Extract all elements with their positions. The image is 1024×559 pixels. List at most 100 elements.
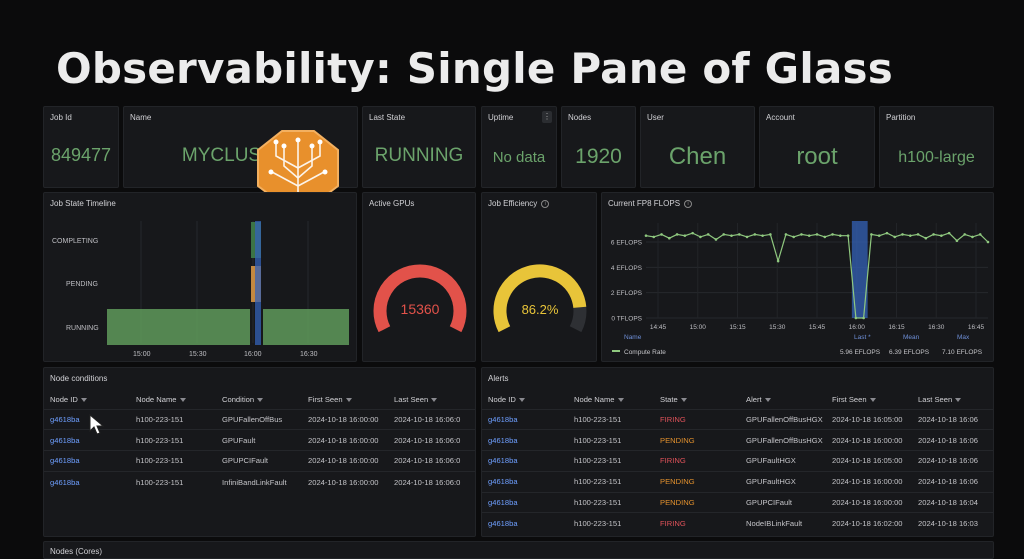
- table-row: g4618ba h100-223-151 GPUFallenOffBus 202…: [44, 408, 475, 430]
- data-point: [839, 234, 842, 237]
- node-id-link[interactable]: g4618ba: [482, 450, 568, 472]
- node-conditions-panel: Node conditions Node ID Node Name Condit…: [43, 367, 476, 537]
- data-point: [675, 233, 679, 236]
- info-icon[interactable]: i: [541, 199, 550, 208]
- filter-icon[interactable]: [617, 397, 624, 402]
- data-point: [699, 235, 702, 239]
- node-id-link[interactable]: g4618ba: [482, 470, 568, 493]
- account-panel: Account root: [759, 106, 875, 188]
- data-point: [800, 233, 803, 236]
- column-header-first-seen[interactable]: First Seen: [826, 390, 912, 409]
- data-point: [940, 234, 943, 237]
- data-point: [714, 238, 718, 241]
- node-name-cell: h100-223-151: [568, 408, 654, 430]
- filter-icon[interactable]: [431, 397, 438, 402]
- filter-icon[interactable]: [257, 397, 264, 402]
- timeline-x-tick: 16:00: [244, 351, 262, 358]
- gauge-fill: [373, 264, 467, 333]
- column-header-condition[interactable]: Condition: [216, 390, 302, 409]
- data-point: [792, 235, 795, 239]
- condition-cell: GPUPCIFault: [216, 450, 302, 472]
- nodes-cores-panel: Nodes (Cores): [43, 541, 994, 559]
- node-id-link[interactable]: g4618ba: [482, 429, 568, 451]
- data-point: [870, 233, 873, 236]
- node-id-link[interactable]: g4618ba: [44, 470, 130, 493]
- node-id-link[interactable]: g4618ba: [482, 408, 568, 430]
- node-id-link[interactable]: g4618ba: [44, 408, 130, 430]
- partition-value: h100-large: [898, 149, 975, 166]
- node-id-link[interactable]: g4618ba: [44, 450, 130, 472]
- column-header-node-name[interactable]: Node Name: [130, 390, 216, 409]
- table-row: g4618ba h100-223-151 FIRING GPUFaultHGX …: [482, 450, 993, 472]
- y-tick-label: 4 EFLOPS: [611, 265, 643, 272]
- timeline-x-tick: 15:00: [133, 351, 151, 358]
- data-point: [668, 236, 671, 240]
- account-value: root: [796, 143, 838, 170]
- filter-icon[interactable]: [680, 397, 687, 402]
- filter-icon[interactable]: [345, 397, 352, 402]
- alerts-title: Alerts: [488, 374, 509, 383]
- table-row: g4618ba h100-223-151 GPUPCIFault 2024-10…: [44, 450, 475, 472]
- filter-icon[interactable]: [764, 397, 771, 402]
- column-header-node-id[interactable]: Node ID: [44, 390, 130, 409]
- state-cell: PENDING: [654, 470, 740, 493]
- node-id-link[interactable]: g4618ba: [482, 491, 568, 513]
- data-point: [971, 235, 974, 239]
- alerts-table: Node ID Node Name State Alert First Seen…: [482, 390, 993, 534]
- first-seen-cell: 2024-10-18 16:00:00: [302, 450, 388, 472]
- fp8-flops-title: Current FP8 FLOPS i: [608, 199, 693, 208]
- data-point: [963, 233, 966, 236]
- alert-cell: GPUFallenOffBusHGX: [740, 408, 826, 430]
- node-name-cell: h100-223-151: [130, 429, 216, 451]
- legend-series-name[interactable]: Compute Rate: [624, 349, 666, 356]
- last-seen-cell: 2024-10-18 16:06:0: [388, 429, 475, 451]
- x-tick-label: 16:15: [888, 324, 905, 331]
- column-header-first-seen[interactable]: First Seen: [302, 390, 388, 409]
- gauge-fill: [493, 264, 587, 333]
- node-name-cell: h100-223-151: [568, 512, 654, 534]
- node-name-cell: h100-223-151: [568, 491, 654, 513]
- panel-menu-icon[interactable]: ⋮: [542, 111, 552, 123]
- first-seen-cell: 2024-10-18 16:00:00: [302, 429, 388, 451]
- column-header-node-id[interactable]: Node ID: [482, 390, 568, 409]
- mouse-cursor-icon: [89, 414, 105, 435]
- job-id-panel: Job Id 849477: [43, 106, 119, 188]
- column-header-state[interactable]: State: [654, 390, 740, 409]
- node-conditions-title: Node conditions: [50, 374, 108, 383]
- timeline-highlight-band: [255, 221, 261, 345]
- nodes-value: 1920: [575, 145, 622, 168]
- node-id-link[interactable]: g4618ba: [482, 512, 568, 534]
- timeline-x-tick: 16:30: [300, 351, 318, 358]
- condition-cell: GPUFault: [216, 429, 302, 451]
- column-header-last-seen[interactable]: Last Seen: [912, 390, 993, 409]
- y-tick-label: 2 EFLOPS: [611, 290, 643, 297]
- legend-header-max: Max: [957, 334, 970, 341]
- nodes-cores-title: Nodes (Cores): [50, 547, 103, 556]
- column-header-last-seen[interactable]: Last Seen: [388, 390, 475, 409]
- filter-icon[interactable]: [518, 397, 525, 402]
- nodes-panel: Nodes 1920: [561, 106, 636, 188]
- filter-icon[interactable]: [179, 397, 186, 402]
- state-cell: FIRING: [654, 408, 740, 430]
- last-seen-cell: 2024-10-18 16:06: [912, 408, 993, 430]
- node-id-link[interactable]: g4618ba: [44, 429, 130, 451]
- state-label-completing: COMPLETING: [52, 238, 98, 245]
- condition-cell: GPUFallenOffBus: [216, 408, 302, 430]
- job-state-timeline-panel: Job State Timeline COMPLETING PENDING RU…: [43, 192, 357, 362]
- last-seen-cell: 2024-10-18 16:03: [912, 512, 993, 534]
- slide-title: Observability: Single Pane of Glass: [56, 44, 893, 93]
- column-header-node-name[interactable]: Node Name: [568, 390, 654, 409]
- state-label-pending: PENDING: [66, 281, 98, 288]
- filter-icon[interactable]: [80, 397, 87, 402]
- data-point: [652, 235, 656, 239]
- column-header-alert[interactable]: Alert: [740, 390, 826, 409]
- filter-icon[interactable]: [869, 397, 876, 402]
- info-icon[interactable]: i: [684, 199, 693, 208]
- data-point: [862, 316, 865, 320]
- last-seen-cell: 2024-10-18 16:06: [912, 450, 993, 472]
- data-point: [986, 240, 990, 244]
- data-point: [683, 234, 687, 237]
- data-point: [807, 234, 811, 237]
- data-point: [745, 235, 749, 239]
- filter-icon[interactable]: [955, 397, 962, 402]
